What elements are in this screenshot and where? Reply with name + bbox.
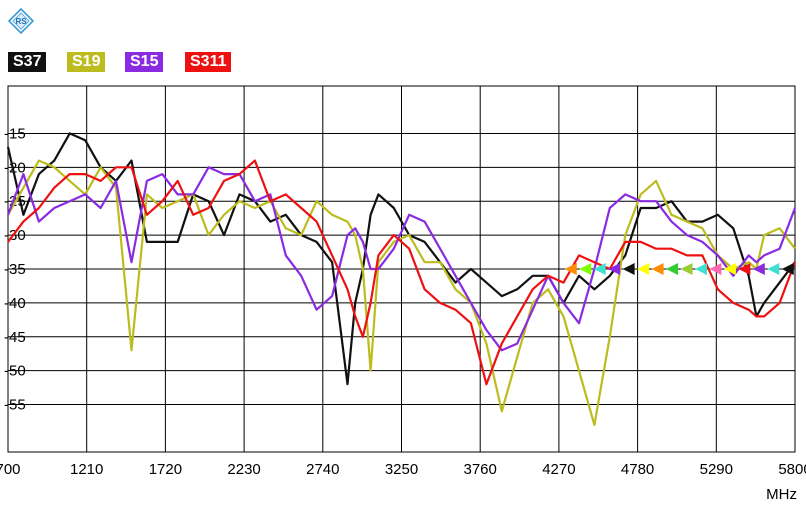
y-tick-label: -30 (4, 227, 26, 244)
x-tick-label: 3760 (464, 461, 497, 478)
marker-triangle (709, 263, 722, 275)
marker-triangle (579, 263, 592, 275)
company-logo-icon: RS (8, 8, 34, 34)
marker-triangle (593, 263, 606, 275)
y-tick-label: -15 (4, 125, 26, 142)
y-tick-label: -50 (4, 363, 26, 380)
marker-triangle (651, 263, 664, 275)
x-tick-label: 2740 (306, 461, 339, 478)
marker-triangle (752, 263, 765, 275)
x-axis-unit: MHz (766, 486, 797, 503)
marker-triangle (666, 263, 679, 275)
x-tick-label: 2230 (227, 461, 260, 478)
marker-triangle (622, 263, 635, 275)
marker-triangle (767, 263, 780, 275)
marker-triangle (738, 263, 751, 275)
y-tick-label: -35 (4, 261, 26, 278)
svg-text:RS: RS (15, 17, 27, 26)
x-tick-label: 5800 (778, 461, 806, 478)
legend-item-s19: S19 (67, 52, 106, 72)
marker-triangle (564, 263, 577, 275)
series-line-s37 (6, 132, 796, 386)
x-tick-label: 700 (0, 461, 21, 478)
y-tick-label: -20 (4, 159, 26, 176)
y-tick-label: -55 (4, 397, 26, 414)
x-tick-label: 4270 (542, 461, 575, 478)
x-tick-label: 1210 (70, 461, 103, 478)
legend-item-s37: S37 (8, 52, 47, 72)
x-tick-label: 3250 (385, 461, 418, 478)
x-tick-label: 1720 (149, 461, 182, 478)
x-tick-label: 4780 (621, 461, 654, 478)
legend-item-s15: S15 (125, 52, 164, 72)
x-tick-label: 5290 (700, 461, 733, 478)
marker-triangle (637, 263, 650, 275)
series-line-s311 (7, 159, 797, 386)
marker-triangle (723, 263, 736, 275)
legend-item-s311: S311 (185, 52, 232, 72)
series-line-s15 (6, 166, 797, 352)
marker-triangle (608, 263, 621, 275)
marker-triangle (680, 263, 693, 275)
marker-triangle (781, 263, 794, 275)
y-tick-label: -45 (4, 329, 26, 346)
marker-triangle (694, 263, 707, 275)
series-line-s19 (7, 159, 796, 426)
y-tick-label: -40 (4, 295, 26, 312)
